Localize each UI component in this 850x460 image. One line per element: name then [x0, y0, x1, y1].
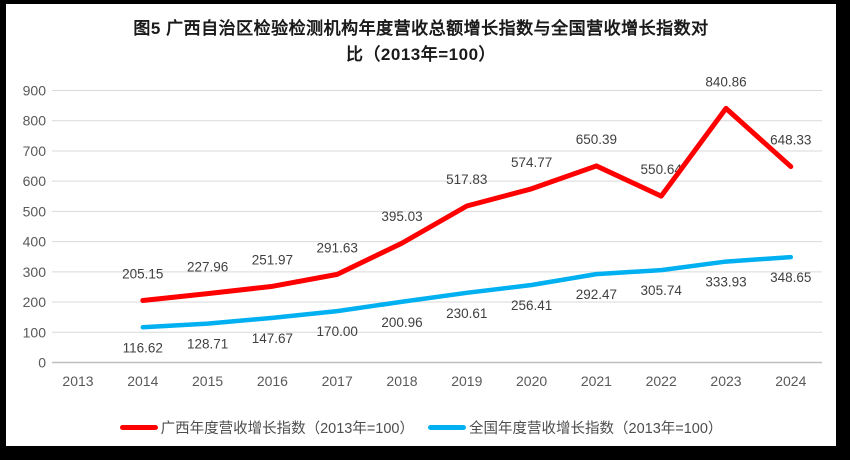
chart-title: 图5 广西自治区检验检测机构年度营收总额增长指数与全国营收增长指数对 比（201… [6, 16, 836, 67]
legend-label-guangxi: 广西年度营收增长指数（2013年=100） [160, 421, 414, 437]
x-tick-label: 2015 [192, 373, 223, 389]
x-tick-label: 2016 [257, 373, 288, 389]
data-label: 395.03 [381, 209, 422, 224]
data-label: 333.93 [705, 275, 746, 290]
series-line-guangxi [140, 105, 794, 303]
y-tick-label: 0 [38, 355, 46, 371]
x-tick-label: 2020 [516, 373, 547, 389]
chart-title-line1: 图5 广西自治区检验检测机构年度营收总额增长指数与全国营收增长指数对 [133, 19, 709, 38]
x-tick-label: 2014 [127, 373, 158, 389]
data-label: 128.71 [187, 337, 228, 352]
data-label: 291.63 [317, 240, 358, 255]
x-tick-label: 2023 [710, 373, 741, 389]
y-tick-label: 200 [23, 294, 47, 310]
data-label: 230.61 [446, 306, 487, 321]
legend-item-national: 全国年度营收增长指数（2013年=100） [428, 417, 722, 438]
data-label: 550.64 [641, 162, 683, 177]
data-label: 650.39 [576, 132, 617, 147]
data-label: 170.00 [317, 324, 358, 339]
data-label: 348.65 [770, 270, 811, 285]
y-tick-label: 800 [23, 113, 47, 129]
legend-label-national: 全国年度营收增长指数（2013年=100） [469, 421, 723, 437]
x-tick-label: 2017 [322, 373, 353, 389]
data-label: 305.74 [641, 283, 683, 298]
x-tick-label: 2022 [646, 373, 677, 389]
chart-plot-area: 0 100 200 300 400 500 600 700 800 900 2013 2014 2015… [23, 74, 822, 389]
series-line-national [140, 254, 794, 330]
x-tick-label: 2024 [775, 373, 806, 389]
x-tick-label: 2018 [386, 373, 417, 389]
x-tick-label: 2013 [62, 373, 93, 389]
data-label: 251.97 [252, 252, 293, 267]
data-label: 227.96 [187, 260, 228, 275]
y-tick-label: 400 [23, 234, 47, 250]
data-label: 840.86 [705, 74, 746, 89]
data-label: 200.96 [381, 315, 422, 330]
data-label: 574.77 [511, 155, 552, 170]
x-tick-label: 2019 [451, 373, 482, 389]
data-label: 256.41 [511, 298, 552, 313]
legend-item-guangxi: 广西年度营收增长指数（2013年=100） [119, 417, 414, 438]
y-tick-label: 900 [23, 83, 47, 99]
chart-legend: 广西年度营收增长指数（2013年=100） 全国年度营收增长指数（2013年=1… [6, 417, 836, 438]
y-tick-label: 300 [23, 264, 47, 280]
y-tick-label: 100 [23, 324, 47, 340]
x-tick-label: 2021 [581, 373, 612, 389]
data-label: 147.67 [252, 331, 293, 346]
data-label: 116.62 [123, 340, 163, 355]
y-tick-label: 500 [23, 203, 47, 219]
y-tick-label: 700 [23, 143, 47, 159]
data-label: 205.15 [122, 266, 163, 281]
chart-title-line2: 比（2013年=100） [345, 44, 497, 64]
legend-red-line-icon [119, 425, 158, 430]
data-label: 648.33 [770, 133, 811, 148]
data-label: 517.83 [446, 172, 487, 187]
legend-blue-line-icon [428, 425, 466, 430]
y-tick-label: 600 [23, 173, 47, 189]
data-label: 292.47 [576, 287, 617, 302]
